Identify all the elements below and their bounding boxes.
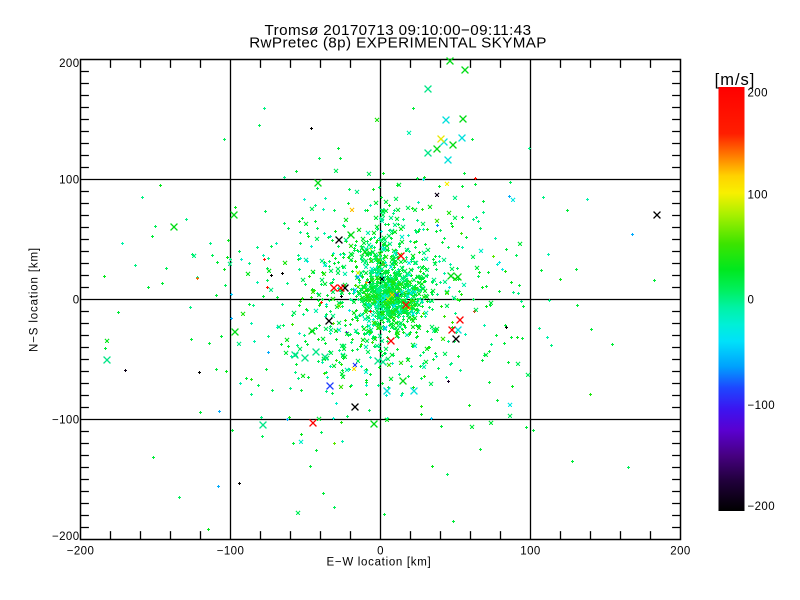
svg-text:N−S location [km]: N−S location [km]: [29, 247, 41, 352]
svg-text:200: 200: [59, 58, 79, 70]
svg-text:−200: −200: [748, 501, 776, 513]
svg-text:100: 100: [59, 175, 79, 187]
svg-text:−200: −200: [52, 531, 80, 543]
svg-text:200: 200: [748, 88, 768, 100]
svg-text:−100: −100: [748, 400, 776, 412]
svg-text:−100: −100: [52, 415, 80, 427]
svg-text:0: 0: [748, 295, 755, 307]
svg-text:−100: −100: [217, 546, 245, 558]
svg-text:100: 100: [520, 546, 540, 558]
svg-text:RwPretec (8p) EXPERIMENTAL SKY: RwPretec (8p) EXPERIMENTAL SKYMAP: [249, 35, 547, 52]
svg-text:[m/s]: [m/s]: [715, 71, 756, 89]
svg-text:0: 0: [377, 546, 384, 558]
svg-text:Tromsø 20170713 09:10:00−09:11: Tromsø 20170713 09:10:00−09:11:43: [265, 22, 532, 39]
svg-text:100: 100: [748, 190, 768, 202]
svg-text:200: 200: [670, 546, 690, 558]
svg-text:E−W location [km]: E−W location [km]: [327, 557, 432, 569]
svg-text:0: 0: [73, 295, 80, 307]
svg-text:−200: −200: [67, 546, 95, 558]
